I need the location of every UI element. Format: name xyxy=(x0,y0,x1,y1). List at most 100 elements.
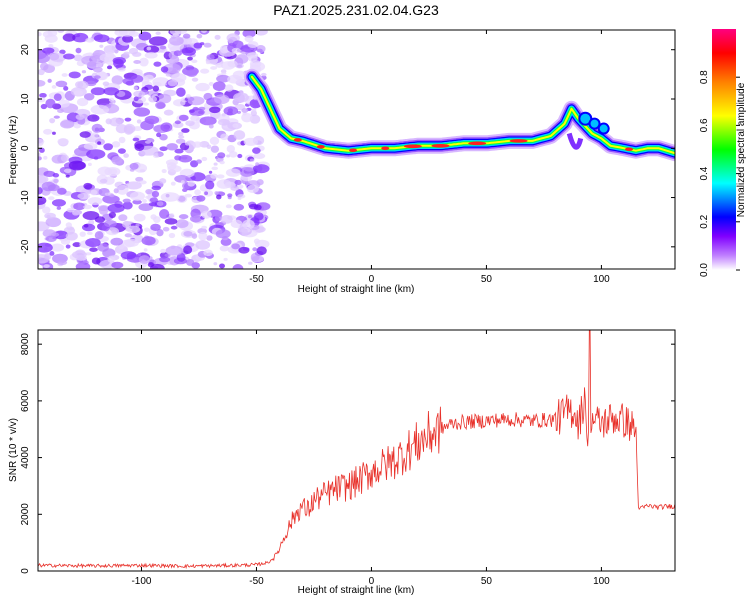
noise-blob xyxy=(117,148,126,154)
noise-blob xyxy=(170,181,176,186)
noise-blob xyxy=(153,61,162,67)
noise-blob xyxy=(167,165,182,173)
noise-blob xyxy=(244,35,254,43)
noise-blob xyxy=(187,56,193,61)
noise-blob xyxy=(93,34,110,43)
noise-blob xyxy=(201,156,208,162)
spectrogram-x-tick-label: 0 xyxy=(369,274,375,285)
noise-blob xyxy=(94,75,101,79)
noise-blob xyxy=(155,101,166,110)
noise-blob xyxy=(133,213,146,222)
noise-blob xyxy=(53,178,59,183)
noise-blob xyxy=(219,245,229,252)
noise-blob xyxy=(231,243,241,250)
noise-blob xyxy=(185,94,191,99)
noise-blob xyxy=(198,231,208,241)
noise-cloud xyxy=(38,30,271,269)
noise-blob xyxy=(94,216,105,223)
noise-blob xyxy=(42,229,57,238)
noise-blob xyxy=(185,120,195,127)
noise-blob xyxy=(118,214,128,222)
noise-blob xyxy=(114,30,128,37)
snr-x-tick-label: -100 xyxy=(131,576,151,587)
noise-blob xyxy=(160,192,180,202)
ridge-hotspot xyxy=(293,138,302,142)
noise-blob xyxy=(194,189,201,196)
noise-blob xyxy=(174,120,181,125)
noise-blob xyxy=(133,107,151,117)
noise-blob xyxy=(159,209,170,219)
colorbar-gradient xyxy=(712,29,736,270)
snr-x-axis: -100 -50 0 50 100 xyxy=(131,330,610,587)
noise-blob xyxy=(235,54,249,64)
noise-blob xyxy=(118,136,126,144)
noise-blob xyxy=(168,232,176,239)
noise-blob xyxy=(38,186,43,195)
noise-blob xyxy=(130,74,144,83)
noise-blob xyxy=(45,98,56,109)
noise-blob xyxy=(142,102,150,106)
snr-x-tick-label: 50 xyxy=(481,576,493,587)
noise-blob xyxy=(86,149,106,160)
noise-blob xyxy=(149,263,165,269)
noise-blob xyxy=(63,53,75,60)
noise-blob xyxy=(75,47,82,54)
noise-blob xyxy=(203,42,212,48)
ridge-hotspot xyxy=(403,144,422,149)
noise-blob xyxy=(211,166,219,171)
noise-blob xyxy=(109,194,115,198)
noise-blob xyxy=(208,170,213,174)
noise-blob xyxy=(120,239,135,248)
colorbar: 0.0 0.2 0.4 0.6 0.8 Normalized spectral ampl… xyxy=(699,29,747,277)
noise-blob xyxy=(144,74,154,81)
noise-blob xyxy=(60,119,75,129)
spectrogram-x-tick-label: -100 xyxy=(131,274,151,285)
noise-blob xyxy=(216,174,225,179)
noise-blob xyxy=(81,55,98,65)
noise-blob xyxy=(254,30,268,36)
noise-blob xyxy=(165,159,178,166)
noise-blob xyxy=(248,261,253,265)
noise-blob xyxy=(206,235,213,241)
noise-blob xyxy=(75,114,85,120)
noise-blob xyxy=(249,158,255,162)
noise-blob xyxy=(85,37,95,43)
noise-blob xyxy=(217,118,230,126)
noise-blob xyxy=(195,82,210,92)
noise-blob xyxy=(143,248,148,252)
noise-blob xyxy=(53,93,62,102)
noise-blob xyxy=(204,191,209,196)
noise-blob xyxy=(56,206,62,210)
noise-blob xyxy=(83,93,95,101)
noise-blob xyxy=(233,92,249,103)
noise-blob xyxy=(38,54,50,64)
noise-blob xyxy=(203,249,213,257)
spectrogram-y-label: Frequency (Hz) xyxy=(8,116,19,185)
snr-x-tick-label: 100 xyxy=(593,576,610,587)
noise-blob xyxy=(205,180,215,190)
noise-blob xyxy=(75,81,84,89)
noise-blob xyxy=(132,137,140,142)
noise-blob xyxy=(105,51,115,59)
noise-blob xyxy=(38,254,50,264)
noise-blob xyxy=(242,247,250,251)
noise-blob xyxy=(68,71,81,79)
noise-blob xyxy=(60,154,69,162)
noise-blob xyxy=(184,141,191,146)
snr-panel: -100 -50 0 50 100 0 2000 4000 6000 8000 Height o… xyxy=(8,329,676,596)
noise-blob xyxy=(47,184,60,192)
noise-blob xyxy=(53,230,68,240)
noise-blob xyxy=(176,253,186,262)
noise-blob xyxy=(195,159,202,164)
noise-blob xyxy=(177,195,186,202)
noise-blob xyxy=(87,114,100,122)
noise-blob xyxy=(63,86,69,91)
noise-blob xyxy=(106,65,113,70)
noise-blob xyxy=(103,176,115,185)
noise-blob xyxy=(216,194,222,200)
noise-blob xyxy=(43,264,50,268)
noise-blob xyxy=(91,132,99,140)
noise-blob xyxy=(43,128,53,135)
noise-blob xyxy=(242,30,256,38)
